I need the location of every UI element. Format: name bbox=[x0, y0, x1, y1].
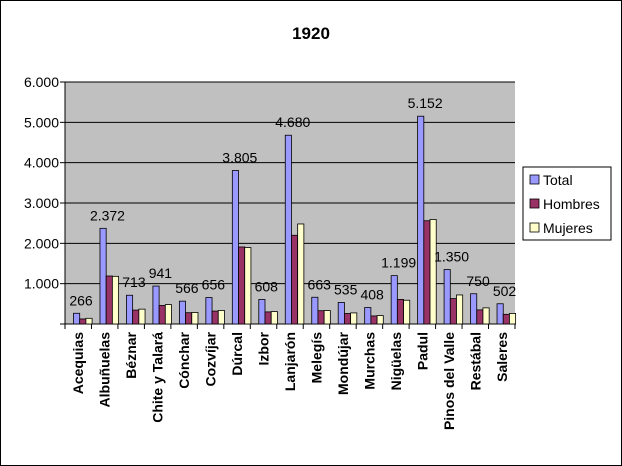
data-label: 535 bbox=[334, 281, 358, 297]
bar-total bbox=[417, 115, 425, 325]
x-tick-label: Nigüelas bbox=[388, 332, 404, 391]
bar-total bbox=[311, 296, 319, 325]
bar-total bbox=[443, 269, 451, 325]
legend-swatch-total bbox=[529, 174, 540, 185]
legend-label-mujeres: Mujeres bbox=[543, 220, 593, 236]
bar-total bbox=[496, 303, 504, 325]
bar-hombres bbox=[238, 246, 246, 325]
bar-hombres bbox=[476, 309, 484, 325]
bar-total bbox=[284, 134, 292, 325]
x-tick-label: Restábal bbox=[467, 332, 483, 390]
bar-mujeres bbox=[403, 299, 411, 325]
bar-mujeres bbox=[429, 219, 437, 325]
bar-mujeres bbox=[456, 294, 464, 325]
bar-hombres bbox=[158, 305, 166, 325]
bar-total bbox=[152, 285, 160, 325]
data-label: 566 bbox=[175, 280, 199, 296]
data-label: 656 bbox=[202, 277, 226, 293]
y-tick-label: 4.000 bbox=[24, 155, 59, 171]
x-tick-label: Cozvíjar bbox=[203, 331, 219, 386]
bar-hombres bbox=[317, 310, 325, 325]
y-tick-label: 1.000 bbox=[24, 276, 59, 292]
bar-total bbox=[470, 293, 478, 325]
bar-mujeres bbox=[297, 223, 305, 325]
legend-label-total: Total bbox=[543, 172, 573, 188]
bar-hombres bbox=[185, 312, 193, 325]
bar-hombres bbox=[423, 220, 431, 325]
bar-hombres bbox=[344, 313, 352, 325]
legend-label-hombres: Hombres bbox=[543, 196, 600, 212]
bar-mujeres bbox=[85, 317, 93, 325]
bar-mujeres bbox=[323, 310, 331, 325]
bar-hombres bbox=[396, 298, 404, 325]
x-tick-label: Albuñuelas bbox=[97, 332, 113, 408]
bar-hombres bbox=[79, 318, 87, 325]
data-label: 1.199 bbox=[381, 255, 416, 271]
x-tick-label: Dúrcal bbox=[229, 332, 245, 376]
bar-mujeres bbox=[509, 313, 517, 325]
bar-mujeres bbox=[244, 247, 252, 325]
data-label: 941 bbox=[149, 265, 173, 281]
y-tick-label: 6.000 bbox=[24, 74, 59, 90]
x-tick-label: Saleres bbox=[494, 332, 510, 382]
bar-mujeres bbox=[191, 312, 199, 325]
data-label: 502 bbox=[493, 283, 517, 299]
x-tick-label: Chite y Talará bbox=[150, 332, 166, 423]
x-tick-label: Pinos del Valle bbox=[441, 332, 457, 430]
bar-hombres bbox=[105, 275, 113, 325]
bar-hombres bbox=[502, 313, 510, 325]
bar-total bbox=[390, 275, 398, 325]
legend-swatch-hombres bbox=[529, 198, 540, 209]
data-label: 1.350 bbox=[434, 249, 469, 265]
bar-mujeres bbox=[138, 308, 146, 325]
bar-mujeres bbox=[270, 311, 278, 325]
x-tick-label: Mondújar bbox=[335, 331, 351, 395]
x-tick-label: Lanjarón bbox=[282, 332, 298, 391]
data-label: 266 bbox=[69, 292, 93, 308]
data-label: 3.805 bbox=[222, 150, 257, 166]
y-tick-label: 5.000 bbox=[24, 114, 59, 130]
bar-hombres bbox=[132, 309, 140, 325]
data-label: 5.152 bbox=[408, 95, 443, 111]
data-label: 4.680 bbox=[275, 114, 310, 130]
data-label: 750 bbox=[466, 273, 490, 289]
x-tick-label: Cónchar bbox=[176, 331, 192, 388]
x-tick-label: Padul bbox=[414, 332, 430, 370]
bar-total bbox=[73, 312, 81, 325]
data-label: 713 bbox=[122, 274, 146, 290]
bar-total bbox=[205, 297, 213, 325]
data-label: 408 bbox=[360, 287, 384, 303]
x-tick-label: Melegís bbox=[308, 332, 324, 384]
data-label: 608 bbox=[255, 278, 279, 294]
x-tick-label: Murchas bbox=[361, 332, 377, 390]
bar-hombres bbox=[211, 310, 219, 325]
bar-total bbox=[126, 294, 134, 325]
bar-hombres bbox=[449, 298, 457, 325]
bar-total bbox=[364, 307, 372, 325]
data-label: 663 bbox=[308, 276, 332, 292]
bar-mujeres bbox=[217, 310, 225, 325]
bar-mujeres bbox=[164, 304, 172, 325]
bar-total bbox=[99, 227, 107, 325]
bar-mujeres bbox=[111, 275, 119, 325]
legend-swatch-mujeres bbox=[529, 222, 540, 233]
bar-hombres bbox=[370, 315, 378, 325]
bar-hombres bbox=[291, 234, 299, 325]
data-label: 2.372 bbox=[90, 207, 125, 223]
bar-total bbox=[258, 299, 266, 325]
chart-title: 1920 bbox=[292, 24, 330, 43]
x-tick-label: Acequias bbox=[70, 332, 86, 394]
bar-total bbox=[337, 302, 345, 325]
bar-mujeres bbox=[482, 307, 490, 325]
bar-mujeres bbox=[350, 312, 358, 325]
y-tick-label: 3.000 bbox=[24, 195, 59, 211]
bar-total bbox=[178, 300, 186, 325]
y-tick-label: 2.000 bbox=[24, 235, 59, 251]
x-tick-label: Izbor bbox=[256, 331, 272, 365]
bar-total bbox=[231, 170, 239, 325]
bar-hombres bbox=[264, 311, 272, 325]
x-tick-label: Béznar bbox=[123, 331, 139, 378]
bar-mujeres bbox=[376, 315, 384, 325]
